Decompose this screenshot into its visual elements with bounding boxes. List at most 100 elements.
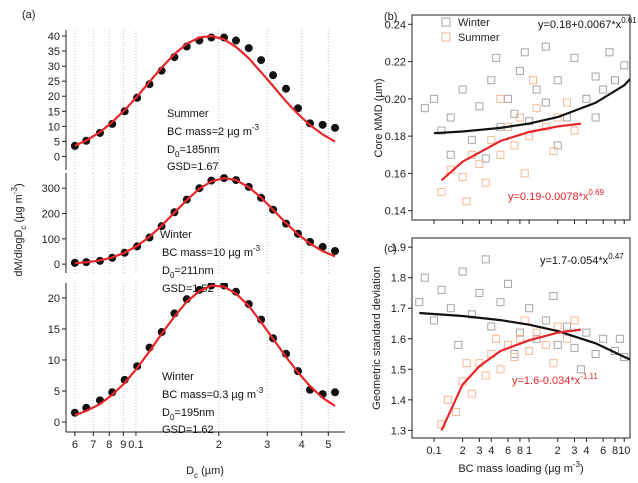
data-point [591,113,600,122]
text-part: -1.11 [580,372,598,381]
data-point [462,197,471,206]
panel-label: (b) [384,11,397,23]
fit-line [419,311,630,361]
text-part: =185nm [179,144,219,156]
y-tick-label: 15 [48,106,60,118]
panel-label: (a) [22,9,35,21]
text-part: y=1.7-0.054*x [540,255,609,267]
y-tick-label: 30 [48,61,60,73]
annotation: y=0.18+0.0067*x0.61 [538,16,637,31]
annotation: y=1.6-0.034*x-1.11 [512,372,598,387]
y-tick-label: 0.24 [385,19,406,31]
x-tick-label: 9 [120,439,126,451]
x-tick-label: 2 [216,439,222,451]
y-tick-label: 0 [54,151,60,163]
x-tick-label: 1 [526,445,532,457]
data-point [541,316,550,325]
data-point [145,80,154,89]
data-point [520,169,529,178]
data-point [591,350,600,359]
data-point [454,340,463,349]
data-point [520,48,529,57]
data-point [492,334,501,343]
text-part: BC mass=0.3 µg m [162,389,256,401]
y-tick-label: 35 [48,46,60,58]
data-point [458,267,467,276]
data-point [504,94,513,103]
y-tick-label: 10 [48,121,60,133]
y-tick-label: 1.9 [391,242,406,254]
data-point [462,359,471,368]
y-tick-label: 300 [42,183,60,195]
data-point [553,322,562,331]
x-tick-label: 6 [600,445,606,457]
legend-label: Summer [458,32,500,44]
y-axis-label: Geometric standard deviation [371,266,383,410]
fit-line [440,328,582,431]
fit-line [74,176,336,265]
y-tick-label: 5 [54,386,60,398]
data-point [475,102,484,111]
data-point [446,150,455,159]
data-point [553,141,562,150]
y-tick-label: 1.8 [391,273,406,285]
data-point [481,178,490,187]
data-point [420,104,429,113]
data-point [562,98,571,107]
data-point [269,71,278,80]
data-point [562,334,571,343]
y-axis-label: Core MMD (µm) [373,78,385,157]
y-tick-label: 100 [42,234,60,246]
text-part: 0 [170,413,175,422]
x-tick-label: 2 [555,445,561,457]
data-point [487,76,496,85]
data-point [437,285,446,294]
text-part: (µg m [13,194,25,225]
data-point [549,292,558,301]
plot-area [420,42,630,206]
data-point [496,94,505,103]
data-point [570,126,579,135]
x-tick-label: 7 [90,439,96,451]
data-point [515,328,524,337]
y-tick-label: 0.14 [385,206,406,218]
y-tick-label: 25 [48,76,60,88]
text-part: GSD=1.67 [167,161,219,173]
data-point [451,408,460,417]
data-point [553,76,562,85]
y-tick-label: 1.7 [391,303,406,315]
plot-area [70,33,340,150]
y-tick-label: 1.4 [391,395,406,407]
plot-area [70,283,340,417]
data-point [599,85,608,94]
annotation: D0=195nm [162,407,214,422]
data-point [525,304,534,313]
data-point [525,346,534,355]
data-point [244,44,253,53]
text-part: D [167,144,175,156]
x-tick-label: 0.1 [426,445,441,457]
data-point [620,353,629,362]
data-point [496,365,505,374]
data-point [475,288,484,297]
data-point [430,94,439,103]
data-point [510,141,519,150]
plot-area [415,255,630,431]
text-part: =211nm [174,265,213,277]
y-tick-label: 15 [48,324,60,336]
x-tick-label: 3 [571,445,577,457]
data-point [487,322,496,331]
data-point [599,334,608,343]
plot-frame [411,14,631,221]
x-tick-label: 3 [476,445,482,457]
x-axis-label: Dc (µm) [186,465,224,480]
annotation: Summer [167,108,209,120]
fit-line [74,34,336,147]
data-point [541,98,550,107]
data-point [492,53,501,62]
text-part: D [162,265,170,277]
data-point [282,84,291,93]
data-point [515,113,524,122]
x-tick-label: 0.1 [128,439,143,451]
annotation: y=1.7-0.054*x0.47 [540,252,624,267]
